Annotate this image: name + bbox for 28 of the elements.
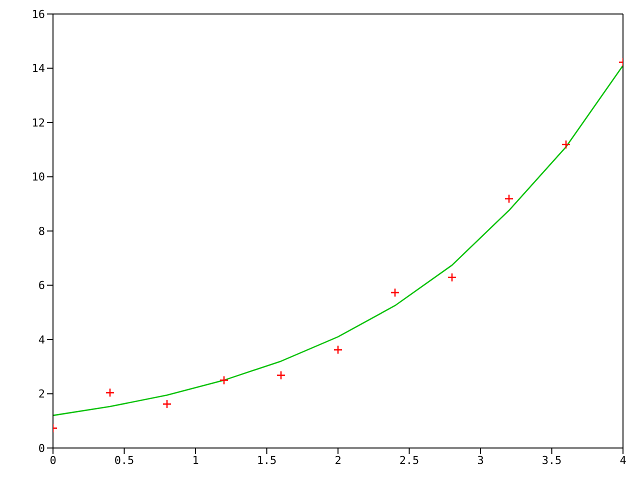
x-tick-label: 0.5 xyxy=(114,454,134,467)
x-tick-label: 2.5 xyxy=(399,454,420,467)
x-tick-label: 1.5 xyxy=(256,454,277,467)
point xyxy=(333,345,343,354)
point xyxy=(219,376,229,385)
y-tick-label: 6 xyxy=(38,279,45,292)
y-tick-label: 14 xyxy=(32,62,46,76)
point xyxy=(504,194,514,204)
y-tick-label: 4 xyxy=(38,333,46,346)
x-tick-label: 3.5 xyxy=(542,454,562,467)
point xyxy=(447,272,457,282)
y-tick-label: 10 xyxy=(32,170,45,184)
y-tick-label: 16 xyxy=(32,8,45,21)
point xyxy=(162,399,172,409)
line-series xyxy=(53,64,623,416)
y-tick-label: 8 xyxy=(38,224,45,238)
point xyxy=(390,288,400,298)
point xyxy=(561,140,571,150)
y-tick-label: 2 xyxy=(38,388,45,401)
y-tick-label: 0 xyxy=(38,442,45,455)
x-tick-label: 0 xyxy=(50,454,56,467)
point xyxy=(105,388,115,398)
point xyxy=(276,370,286,380)
y-tick-label: 12 xyxy=(32,116,45,130)
x-tick-label: 2 xyxy=(334,454,342,467)
x-tick-label: 4 xyxy=(620,454,627,467)
x-tick-label: 1 xyxy=(192,454,199,467)
x-tick-label: 3 xyxy=(477,454,484,467)
